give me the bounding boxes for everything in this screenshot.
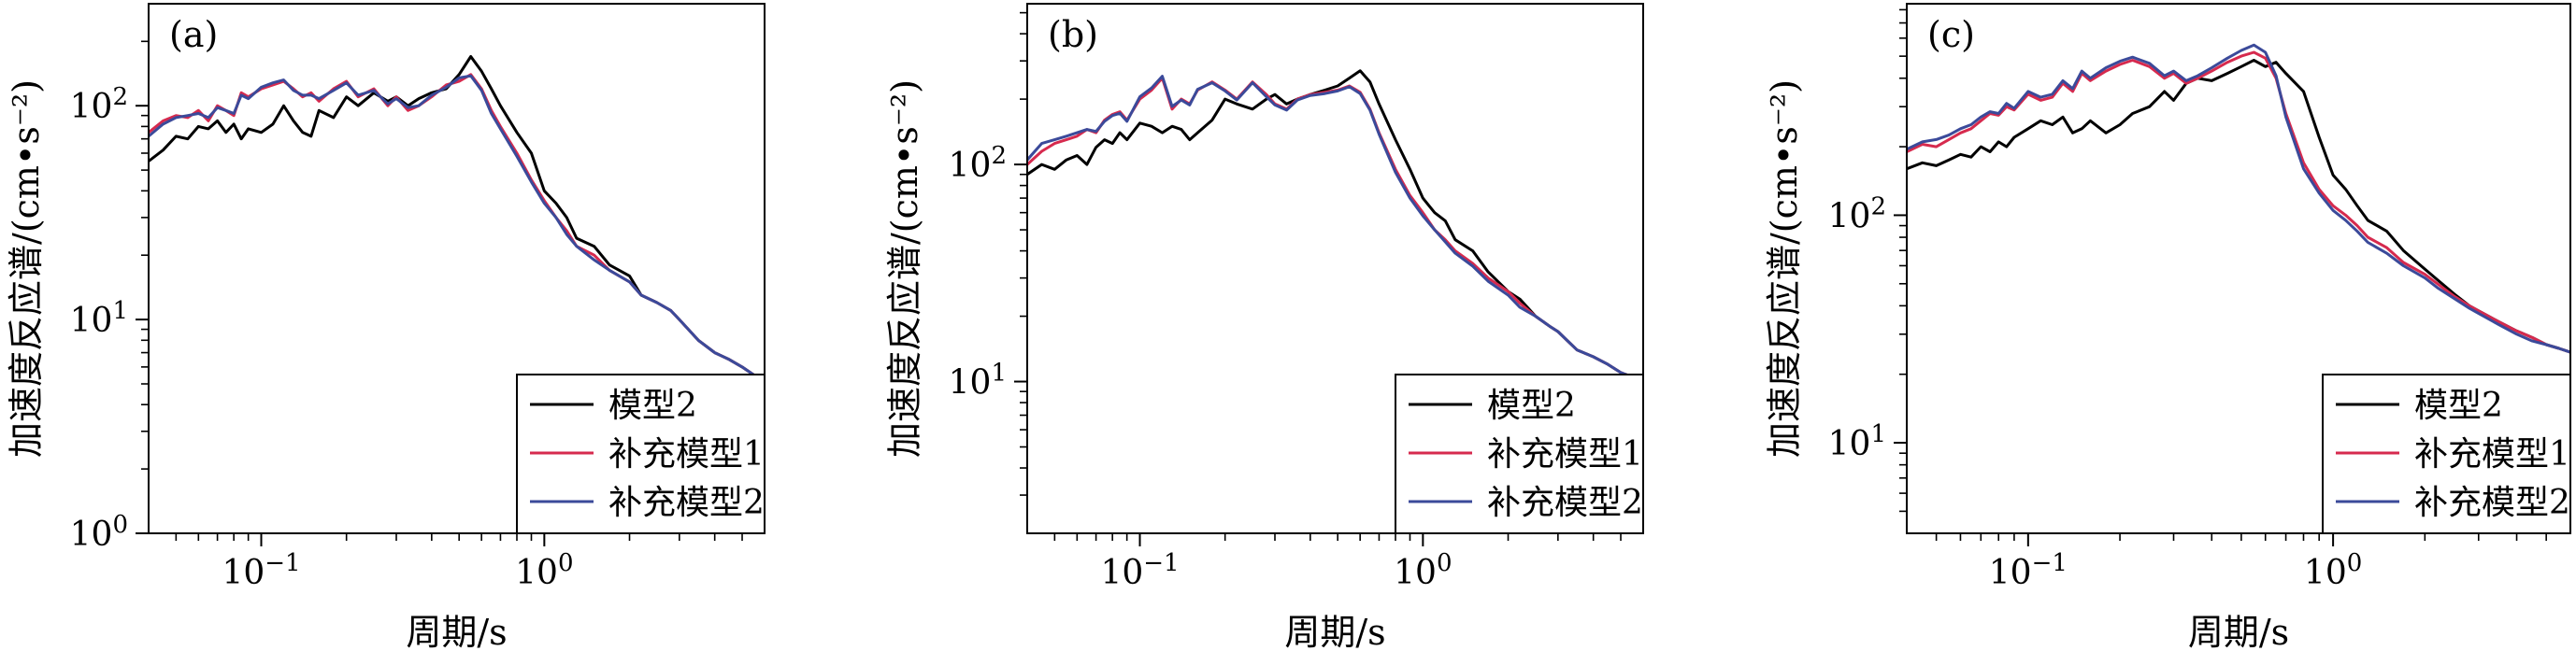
legend-label-1: 模型2 (2414, 387, 2503, 425)
y-tick-label: 101 (949, 360, 1007, 403)
legend-label-2: 补充模型1 (2414, 435, 2570, 474)
y-axis-label: 加速度反应谱/(cm•s⁻²) (884, 79, 925, 458)
plot-frame (148, 3, 766, 534)
series-line-1 (1907, 59, 2570, 354)
series-line-2 (1027, 77, 1643, 383)
legend: 模型2 补充模型1 补充模型2 (1395, 374, 1644, 534)
series-line-2 (1907, 50, 2570, 354)
chart-panel-a: 10−1 100 100 101 102 (a) 周期/s 加速度反应谱/(cm•s⁻²) 模型… (6, 3, 766, 651)
y-tick-label: 100 (70, 511, 128, 554)
plot-frame (1906, 3, 2571, 534)
x-tick-label: 10−1 (1100, 549, 1179, 592)
legend-label-2: 补充模型1 (608, 435, 765, 474)
y-tick-label: 102 (949, 142, 1007, 185)
legend-label-3: 补充模型2 (1487, 484, 1643, 522)
x-tick-label: 10−1 (1989, 549, 2068, 592)
legend-label-1: 模型2 (1487, 387, 1576, 425)
panel-label: (c) (1927, 14, 1975, 55)
x-axis-label: 周期/s (1284, 612, 1385, 651)
y-tick-label: 101 (1828, 420, 1886, 463)
x-tick-label: 100 (2304, 549, 2362, 592)
y-tick-label: 102 (1828, 192, 1886, 235)
x-axis-label: 周期/s (2188, 612, 2289, 651)
legend-label-2: 补充模型1 (1487, 435, 1643, 474)
x-axis-label: 周期/s (406, 612, 507, 651)
series-line-1 (149, 55, 765, 386)
panel-label: (b) (1048, 14, 1098, 55)
y-axis-label: 加速度反应谱/(cm•s⁻²) (6, 79, 47, 458)
chart-panel-b: 10−1 100 101 102 (b) 周期/s 加速度反应谱/(cm•s⁻²) 模型2 补充… (884, 3, 1644, 651)
chart-panel-c: 10−1 100 101 102 (c) 周期/s 加速度反应谱/(cm•s⁻²) 模型2 补充… (1764, 3, 2571, 651)
legend: 模型2 补充模型1 补充模型2 (516, 374, 766, 534)
series-line-3 (1027, 75, 1643, 383)
x-tick-label: 100 (1394, 549, 1452, 592)
series-line-3 (1907, 43, 2570, 354)
series-line-3 (149, 74, 765, 386)
y-tick-label: 102 (70, 83, 128, 126)
legend-label-3: 补充模型2 (2414, 484, 2570, 522)
legend-label-3: 补充模型2 (608, 484, 765, 522)
plot-frame (1026, 3, 1644, 534)
legend-label-1: 模型2 (608, 387, 697, 425)
panel-label: (a) (169, 14, 218, 55)
y-axis-label: 加速度反应谱/(cm•s⁻²) (1764, 79, 1805, 458)
y-tick-label: 101 (70, 297, 128, 340)
legend: 模型2 补充模型1 补充模型2 (2322, 374, 2571, 534)
x-tick-label: 100 (515, 549, 573, 592)
series-line-1 (1027, 69, 1643, 383)
x-tick-label: 10−1 (222, 549, 300, 592)
series-line-2 (149, 73, 765, 386)
